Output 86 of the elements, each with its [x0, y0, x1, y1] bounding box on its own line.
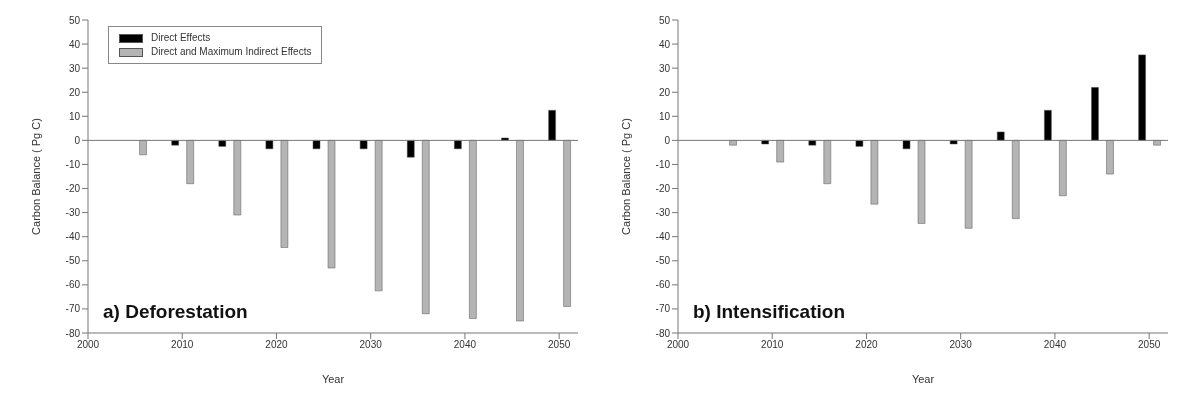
bar [359, 140, 368, 150]
bar [1106, 140, 1114, 175]
y-axis-title: Carbon Balance ( Pg C) [619, 118, 632, 235]
bar [374, 140, 383, 292]
bar [312, 140, 321, 150]
bar [407, 140, 415, 158]
bar [1044, 110, 1052, 141]
y-tick-label: 10 [68, 110, 81, 122]
bar [1153, 140, 1161, 146]
y-tick-label: -50 [65, 255, 81, 267]
bar [1059, 140, 1067, 197]
x-tick-label: 2000 [666, 339, 690, 351]
y-tick-label: -30 [655, 207, 671, 219]
bar [855, 140, 864, 147]
x-tick-label: 2040 [453, 339, 477, 351]
bar [186, 140, 194, 184]
y-tick-label: -20 [655, 183, 671, 195]
bar [454, 140, 462, 150]
x-tick-label: 2050 [548, 339, 571, 351]
bar [548, 110, 556, 141]
x-tick-label: 2000 [76, 339, 100, 351]
y-tick-label: -60 [655, 279, 671, 291]
bar [823, 140, 832, 184]
bar [997, 131, 1005, 141]
bar [516, 140, 524, 322]
bar [776, 140, 784, 163]
bar [171, 140, 179, 146]
y-tick-label: 40 [68, 38, 81, 50]
y-tick-label: -40 [65, 231, 81, 243]
x-tick-label: 2010 [761, 339, 784, 351]
x-tick-label: 2040 [1043, 339, 1067, 351]
y-tick-label: 20 [68, 86, 81, 98]
bar [902, 140, 911, 150]
y-tick-label: -50 [655, 255, 671, 267]
bar [327, 140, 336, 269]
y-tick-label: 30 [68, 62, 81, 74]
bar [1138, 54, 1146, 141]
bar [233, 140, 242, 216]
bar [949, 140, 958, 145]
bar [808, 140, 817, 146]
annotation: a) Deforestation [103, 301, 248, 323]
bar [729, 140, 737, 146]
bar [501, 137, 509, 141]
bar [761, 140, 769, 145]
bar [1091, 87, 1099, 141]
y-tick-label: 50 [68, 14, 81, 26]
annotation: b) Intensification [693, 301, 845, 323]
x-tick-label: 2050 [1138, 339, 1161, 351]
y-tick-label: 40 [658, 38, 671, 50]
x-axis-title: Year [911, 373, 935, 385]
x-tick-label: 2030 [359, 339, 383, 351]
y-tick-label: -10 [655, 159, 671, 171]
y-tick-label: -60 [65, 279, 81, 291]
x-tick-label: 2020 [265, 339, 289, 351]
bar [917, 140, 926, 224]
bar [218, 140, 227, 147]
bar [1012, 140, 1020, 219]
y-tick-label: -40 [655, 231, 671, 243]
legend-label: Direct and Maximum Indirect Effects [151, 45, 312, 59]
y-axis-title: Carbon Balance ( Pg C) [29, 118, 42, 235]
bar [964, 140, 973, 229]
x-axis-title: Year [321, 373, 345, 385]
bar [563, 140, 571, 307]
y-tick-label: 20 [658, 86, 671, 98]
y-tick-label: 30 [658, 62, 671, 74]
y-tick-label: -80 [655, 327, 671, 339]
x-tick-label: 2010 [171, 339, 194, 351]
y-tick-label: -10 [65, 159, 81, 171]
y-tick-label: 0 [664, 134, 671, 146]
x-tick-label: 2030 [949, 339, 973, 351]
bar [139, 140, 147, 156]
y-tick-label: -30 [65, 207, 81, 219]
y-tick-label: -70 [655, 303, 671, 315]
bar [280, 140, 289, 248]
y-tick-label: -20 [65, 183, 81, 195]
y-tick-label: -80 [65, 327, 81, 339]
bar [870, 140, 879, 205]
y-tick-label: 50 [658, 14, 671, 26]
y-tick-label: 0 [74, 134, 81, 146]
bar [422, 140, 430, 314]
y-tick-label: -70 [65, 303, 81, 315]
bar [265, 140, 274, 150]
legend-label: Direct Effects [151, 31, 211, 45]
x-tick-label: 2020 [855, 339, 879, 351]
bar [469, 140, 477, 319]
y-tick-label: 10 [658, 110, 671, 122]
